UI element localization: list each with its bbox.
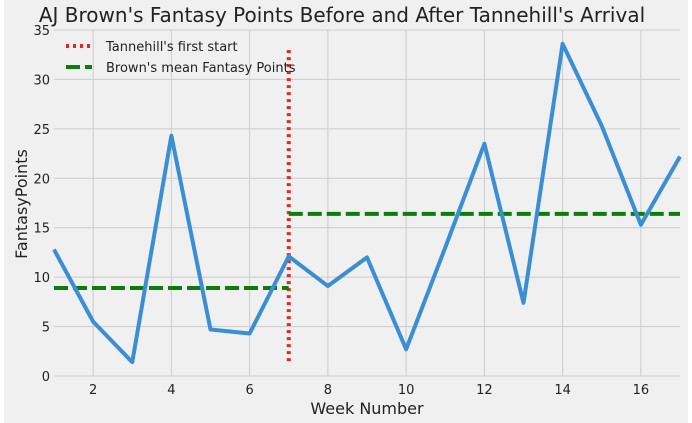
y-tick-label: 10	[33, 271, 50, 286]
x-tick-label: 6	[245, 383, 253, 398]
grid	[54, 29, 680, 377]
chart-container: AJ Brown's Fantasy Points Before and Aft…	[4, 0, 688, 423]
x-axis-label: Week Number	[310, 399, 424, 418]
y-tick-label: 15	[33, 222, 50, 237]
y-tick-label: 5	[42, 321, 50, 336]
x-tick-label: 4	[167, 383, 175, 398]
y-tick-label: 25	[33, 123, 50, 138]
x-tick-labels: 2 4 6 8 10 12 14 16	[89, 383, 649, 398]
legend-label-tannehill: Tannehill's first start	[105, 40, 238, 55]
y-tick-label: 35	[33, 24, 50, 39]
legend: Tannehill's first start Brown's mean Fan…	[66, 40, 296, 76]
series-group	[52, 41, 682, 365]
y-tick-label: 0	[42, 370, 50, 385]
x-tick-label: 14	[554, 383, 571, 398]
series-line-0	[52, 41, 682, 365]
y-tick-labels: 0 5 10 15 20 25 30 35	[33, 24, 50, 385]
y-tick-label: 20	[33, 172, 50, 187]
chart-title: AJ Brown's Fantasy Points Before and Aft…	[39, 3, 645, 27]
legend-label-mean: Brown's mean Fantasy Points	[106, 61, 296, 76]
annotations	[54, 49, 680, 362]
x-tick-label: 2	[89, 383, 97, 398]
x-tick-label: 12	[476, 383, 493, 398]
x-tick-label: 10	[398, 383, 415, 398]
y-axis-label: FantasyPoints	[12, 149, 31, 259]
y-tick-label: 30	[33, 73, 50, 88]
x-tick-label: 8	[324, 383, 332, 398]
line-chart: AJ Brown's Fantasy Points Before and Aft…	[12, 3, 682, 418]
x-tick-label: 16	[633, 383, 650, 398]
